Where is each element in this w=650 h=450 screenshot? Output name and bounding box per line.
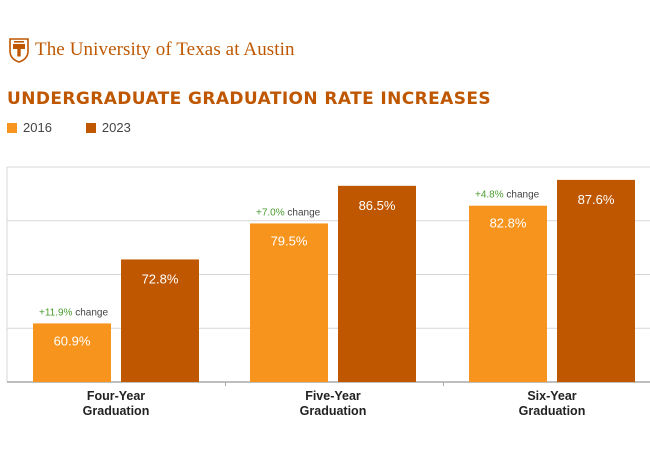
bar-2023 bbox=[557, 179, 635, 382]
bar-2023 bbox=[338, 185, 416, 382]
bar-2016 bbox=[469, 205, 547, 382]
data-label-2023: 86.5% bbox=[359, 198, 396, 213]
legend-swatch-2016 bbox=[7, 122, 17, 133]
ut-tower-seal-icon bbox=[9, 38, 29, 63]
data-label-2016: 60.9% bbox=[54, 333, 91, 348]
legend: 2016 2023 bbox=[7, 120, 165, 135]
legend-item-2016: 2016 bbox=[7, 120, 52, 135]
bar-2016 bbox=[250, 223, 328, 382]
category-label: Graduation bbox=[83, 404, 150, 418]
legend-label-2023: 2023 bbox=[101, 120, 131, 135]
legend-label-2016: 2016 bbox=[23, 120, 52, 135]
change-annotation: +11.9% change bbox=[39, 307, 108, 318]
category-label: Five-Year bbox=[305, 389, 361, 403]
data-label-2016: 82.8% bbox=[490, 216, 527, 231]
bar-2016 bbox=[33, 323, 111, 382]
legend-item-2023: 2023 bbox=[85, 120, 131, 135]
change-annotation: +7.0% change bbox=[256, 207, 321, 218]
category-label: Graduation bbox=[300, 404, 367, 418]
data-label-2023: 87.6% bbox=[578, 192, 615, 207]
chart-title: UNDERGRADUATE GRADUATION RATE INCREASES bbox=[7, 89, 491, 109]
bar-2023 bbox=[121, 259, 199, 382]
change-annotation: +4.8% change bbox=[475, 190, 540, 201]
data-label-2016: 79.5% bbox=[271, 233, 308, 248]
category-label: Four-Year bbox=[87, 389, 145, 403]
data-label-2023: 72.8% bbox=[142, 271, 179, 286]
header: The University of Texas at Austin bbox=[9, 35, 295, 65]
legend-swatch-2023 bbox=[85, 122, 96, 133]
org-name: The University of Texas at Austin bbox=[35, 39, 295, 60]
category-label: Graduation bbox=[519, 404, 586, 418]
category-label: Six-Year bbox=[527, 389, 576, 403]
